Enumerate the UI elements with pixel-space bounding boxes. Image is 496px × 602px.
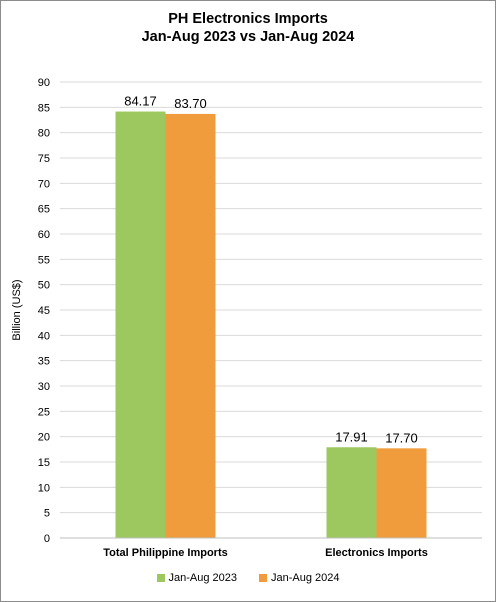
x-category-label-total: Total Philippine Imports (103, 547, 227, 559)
bar-electronics-2024 (376, 448, 427, 538)
y-tick-label-70: 70 (38, 178, 50, 190)
y-tick-label-50: 50 (38, 280, 50, 292)
y-tick-label-60: 60 (38, 229, 50, 241)
data-label-total-2024: 83.70 (174, 96, 207, 111)
chart-title-line2: Jan-Aug 2023 vs Jan-Aug 2024 (141, 29, 355, 45)
y-tick-label-30: 30 (38, 381, 50, 393)
y-tick-label-5: 5 (44, 508, 50, 520)
y-tick-label-20: 20 (38, 432, 50, 444)
y-tick-label-65: 65 (38, 204, 50, 216)
legend-swatch-2023 (156, 574, 165, 582)
y-tick-label-55: 55 (38, 254, 50, 266)
legend-item-2024: Jan-Aug 2024 (259, 572, 340, 584)
y-tick-label-35: 35 (38, 356, 50, 368)
legend-swatch-2024 (259, 574, 267, 582)
chart-title-line1: PH Electronics Imports (168, 11, 328, 27)
data-label-electronics-2023: 17.91 (335, 429, 368, 444)
data-label-total-2023: 84.17 (124, 94, 157, 109)
legend: Jan-Aug 2023 Jan-Aug 2024 (0, 572, 496, 584)
y-tick-label-0: 0 (44, 533, 50, 545)
y-tick-label-25: 25 (38, 406, 50, 418)
y-tick-label-90: 90 (38, 77, 50, 89)
y-tick-label-75: 75 (38, 153, 50, 165)
legend-label-2024: Jan-Aug 2024 (271, 572, 340, 584)
y-tick-label-85: 85 (38, 102, 50, 114)
bar-total-2024 (165, 113, 216, 539)
legend-label-2023: Jan-Aug 2023 (168, 572, 238, 584)
y-tick-label-40: 40 (38, 330, 50, 342)
y-tick-label-80: 80 (38, 128, 50, 140)
bar-total-2023 (115, 111, 166, 538)
chart-title: PH Electronics Imports Jan-Aug 2023 vs J… (0, 10, 496, 46)
x-category-label-electronics: Electronics Imports (325, 547, 428, 559)
y-tick-label-45: 45 (38, 305, 50, 317)
bar-electronics-2023 (326, 447, 377, 538)
y-tick-label-15: 15 (38, 457, 50, 469)
data-label-electronics-2024: 17.70 (385, 430, 418, 445)
y-axis-title: Billion (US$) (11, 279, 23, 340)
y-tick-label-10: 10 (38, 482, 50, 494)
legend-item-2023: Jan-Aug 2023 (156, 572, 238, 584)
